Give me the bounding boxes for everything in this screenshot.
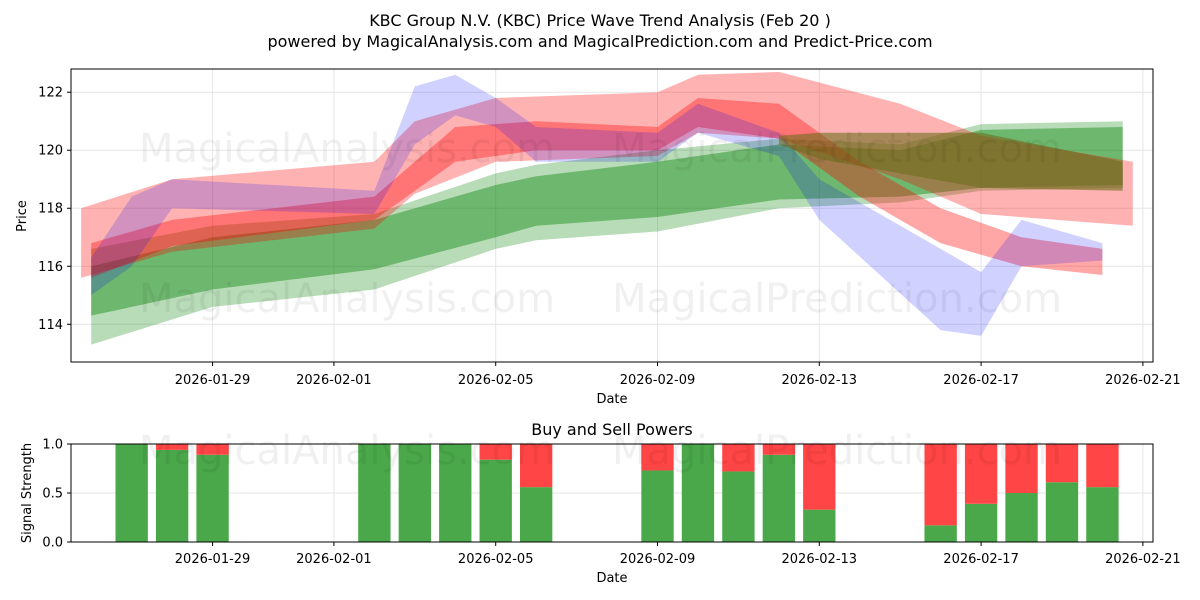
price-plot-frame [70,68,1154,363]
buy-bar [358,444,391,542]
price-plot-background [71,69,1153,362]
sell-bar [803,444,836,510]
chart-subtitle: powered by MagicalAnalysis.com and Magic… [267,32,932,51]
price-chart: MagicalAnalysis.com MagicalPrediction.co… [15,68,1181,407]
buy-sell-y-tick-label: 0.0 [42,536,63,551]
buy-bar [1045,482,1079,542]
buy-sell-x-tick-label: 2026-02-13 [782,552,858,567]
buy-sell-x-axis: 2026-01-29 2026-02-01 2026-02-05 2026-02-09… [175,542,1181,567]
buy-bar [803,509,836,542]
buy-sell-y-tick-label: 0.5 [42,487,63,502]
buy-bar [924,525,957,542]
sell-bar [519,444,553,488]
price-y-tick-label: 120 [38,144,63,159]
price-x-tick-label: 2026-02-13 [782,373,858,388]
sell-bar [1045,444,1079,483]
price-y-tick-label: 118 [38,202,63,217]
price-x-tick-label: 2026-02-01 [296,373,372,388]
watermark-analysis-top: MagicalAnalysis.com [139,126,555,172]
sell-bar [1005,444,1038,493]
buy-bar [398,444,431,542]
sell-bar [762,444,796,455]
price-band-2 [81,71,1133,278]
buy-sell-x-tick-label: 2026-02-05 [458,552,534,567]
buy-sell-chart: Buy and Sell Powers MagicalAnalysis.com … [20,420,1181,586]
buy-sell-x-axis-label: Date [596,571,627,586]
price-x-tick-label: 2026-01-29 [175,373,251,388]
sell-bar [155,444,189,450]
price-band-4 [91,74,1103,336]
sell-bar [924,444,957,526]
price-band-5 [778,132,1123,191]
buy-sell-y-axis: 0.0 0.5 1.0 [42,438,71,551]
price-x-tick-label: 2026-02-09 [620,373,696,388]
sell-bar [196,444,229,455]
buy-sell-x-tick-label: 2026-02-17 [943,552,1019,567]
buy-sell-x-tick-label: 2026-01-29 [175,552,251,567]
sell-bar [641,444,674,471]
buy-sell-title: Buy and Sell Powers [531,420,693,439]
price-band-0 [91,121,1123,345]
buy-bar [1086,487,1119,542]
price-y-axis: 114 116 118 120 122 [38,86,71,333]
price-bands [81,71,1133,345]
buy-bar [762,454,796,542]
sell-bar [964,444,998,504]
buy-bar [115,444,148,542]
buy-bar [439,444,472,542]
price-y-tick-label: 116 [38,260,63,275]
buy-sell-y-axis-label: Signal Strength [20,443,35,543]
price-x-axis-label: Date [596,392,627,407]
price-y-tick-label: 114 [38,318,63,333]
buy-bar [964,503,998,542]
buy-bar [519,487,553,542]
buy-bar [155,449,189,542]
price-x-tick-label: 2026-02-21 [1105,373,1181,388]
buy-sell-x-tick-label: 2026-02-21 [1105,552,1181,567]
chart-title: KBC Group N.V. (KBC) Price Wave Trend An… [369,11,831,30]
price-x-tick-label: 2026-02-05 [458,373,534,388]
price-band-1 [91,127,1123,316]
buy-bar [641,470,674,542]
buy-sell-y-tick-label: 1.0 [42,438,63,453]
price-y-tick-label: 122 [38,86,63,101]
watermark-prediction-top: MagicalPrediction.com [612,126,1062,172]
watermark-analysis-bottom: MagicalAnalysis.com [139,428,555,474]
watermark-analysis-middle: MagicalAnalysis.com [139,276,555,322]
buy-bar [196,454,229,542]
buy-sell-x-tick-label: 2026-02-09 [620,552,696,567]
price-band-3 [91,98,1103,278]
price-x-tick-label: 2026-02-17 [943,373,1019,388]
buy-bar [1005,493,1038,542]
sell-bar [479,444,512,460]
watermark-prediction-bottom: MagicalPrediction.com [612,428,1062,474]
buy-bar [722,471,755,542]
buy-bar [479,459,512,542]
buy-sell-x-tick-label: 2026-02-01 [296,552,372,567]
buy-bar [681,444,715,542]
watermark-prediction-middle: MagicalPrediction.com [612,276,1062,322]
price-x-axis: 2026-01-29 2026-02-01 2026-02-05 2026-02-09… [175,362,1181,388]
sell-bar [1086,444,1119,488]
buy-sell-bars [115,444,1119,542]
price-y-axis-label: Price [15,200,30,232]
sell-bar [722,444,755,472]
